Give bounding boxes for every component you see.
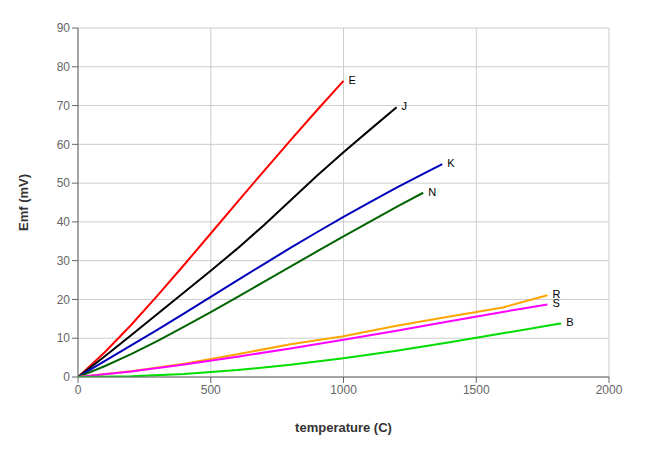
svg-text:80: 80 — [57, 60, 71, 74]
svg-text:90: 90 — [57, 21, 71, 35]
svg-text:K: K — [447, 157, 455, 169]
svg-text:10: 10 — [57, 331, 71, 345]
svg-text:30: 30 — [57, 254, 71, 268]
svg-text:E: E — [349, 74, 356, 86]
svg-text:J: J — [402, 100, 408, 112]
svg-text:0: 0 — [63, 370, 70, 384]
svg-text:B: B — [566, 316, 573, 328]
svg-text:N: N — [428, 186, 436, 198]
svg-text:temperature (C): temperature (C) — [295, 420, 392, 435]
svg-text:70: 70 — [57, 99, 71, 113]
svg-text:2000: 2000 — [596, 383, 623, 397]
svg-text:500: 500 — [201, 383, 221, 397]
svg-text:60: 60 — [57, 138, 71, 152]
svg-text:50: 50 — [57, 176, 71, 190]
svg-text:S: S — [552, 297, 559, 309]
svg-text:40: 40 — [57, 215, 71, 229]
svg-text:R: R — [552, 288, 561, 301]
svg-text:1000: 1000 — [330, 383, 357, 397]
svg-text:1500: 1500 — [463, 383, 490, 397]
svg-text:Emf (mV): Emf (mV) — [16, 174, 31, 231]
svg-text:0: 0 — [75, 383, 82, 397]
svg-text:20: 20 — [57, 293, 71, 307]
